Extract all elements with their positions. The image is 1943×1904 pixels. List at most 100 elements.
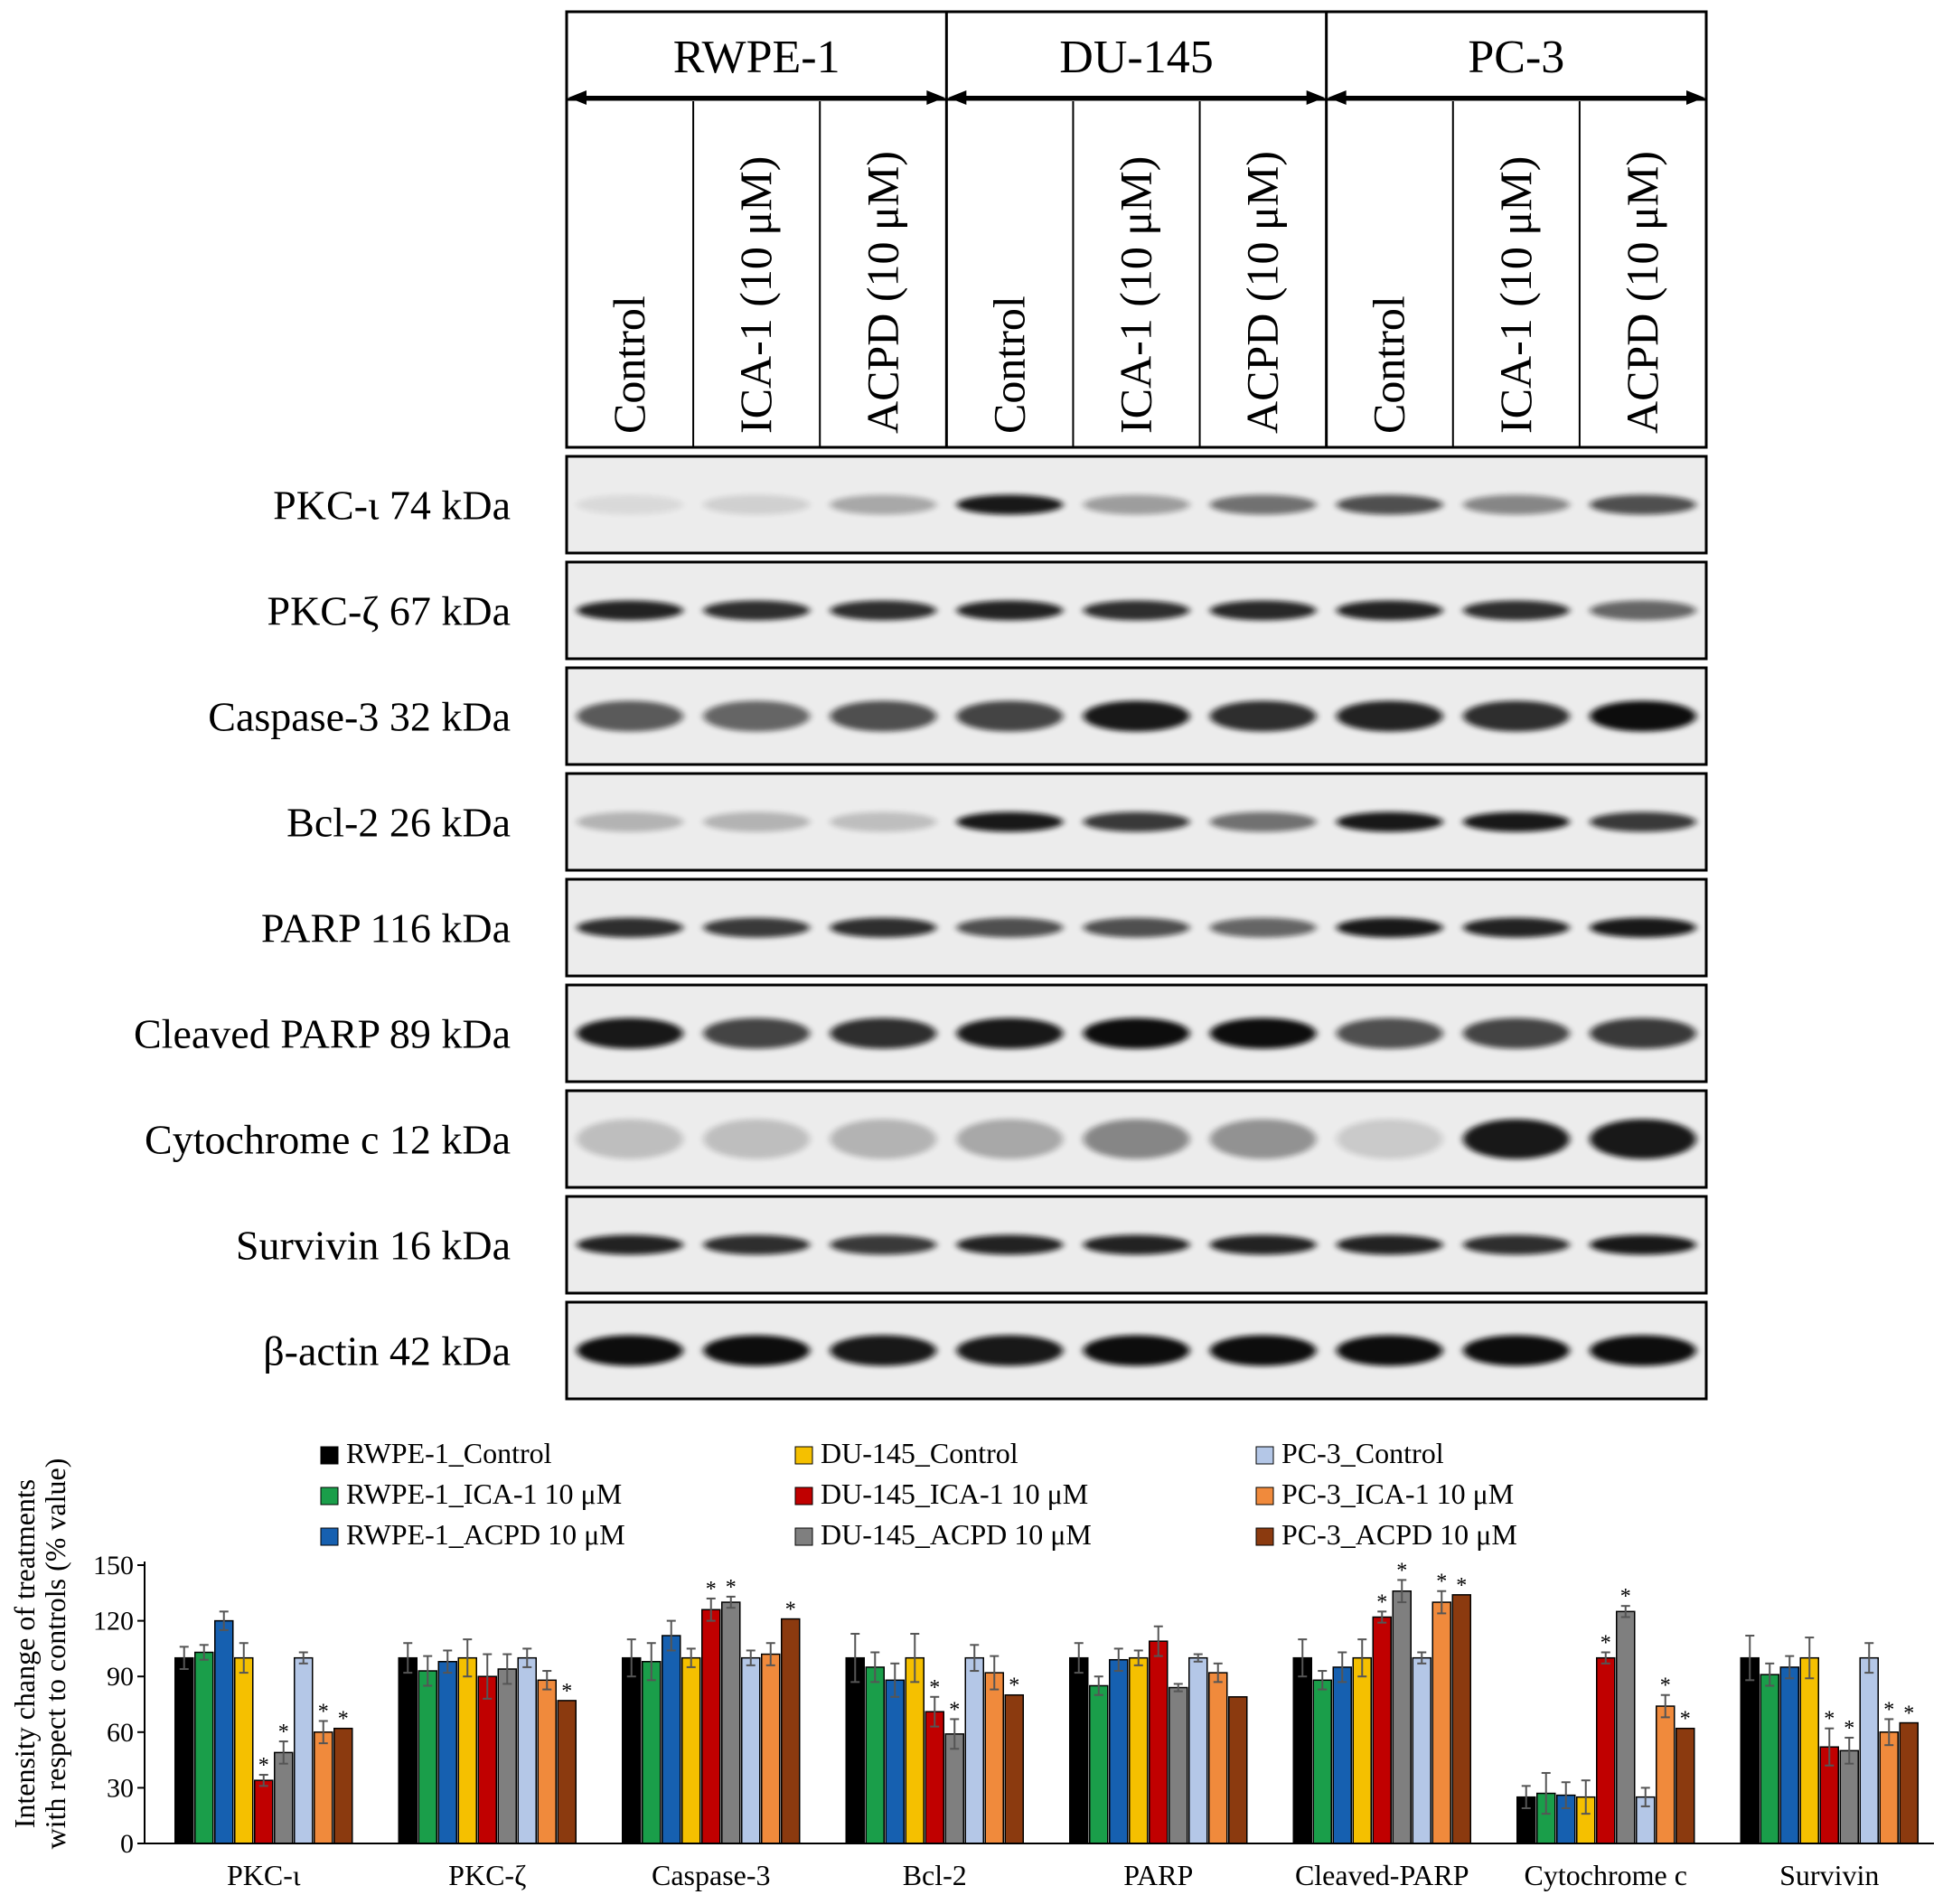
- bar: [1392, 1590, 1412, 1844]
- band: [1209, 600, 1317, 621]
- y-tick-label: 90: [107, 1662, 134, 1692]
- x-tick-label: Cleaved-PARP: [1295, 1859, 1469, 1891]
- legend-swatch: [1255, 1527, 1274, 1546]
- band: [956, 600, 1064, 621]
- bar: [1859, 1656, 1879, 1844]
- band: [956, 917, 1064, 938]
- bar: [1879, 1731, 1899, 1844]
- bar: [1451, 1594, 1471, 1844]
- bar: [1188, 1656, 1208, 1844]
- error-bar: [483, 1653, 493, 1700]
- bar-chart: RWPE-1_Control RWPE-1_ICA-1 10 μM RWPE-1_A…: [8, 1437, 1934, 1891]
- band: [956, 1018, 1064, 1049]
- band: [830, 917, 937, 938]
- treatment-label: Control: [983, 295, 1034, 434]
- error-bar: [1338, 1651, 1347, 1684]
- blot-row: Bcl-2 26 kDa: [286, 772, 1708, 872]
- significance-marker: *: [1620, 1585, 1631, 1609]
- error-bar: [1094, 1675, 1103, 1696]
- y-axis: 0 30 60 90 120 150 Intensity change of treatme…: [8, 1458, 145, 1859]
- band: [1462, 1119, 1570, 1159]
- legend-label: PC-3_ACPD 10 μM: [1281, 1518, 1517, 1551]
- error-bar: [870, 1651, 880, 1684]
- band: [1336, 1335, 1443, 1366]
- significance-marker: *: [706, 1578, 717, 1601]
- bar: [1656, 1705, 1675, 1844]
- error-bar: [626, 1638, 636, 1678]
- bar: [1779, 1666, 1799, 1844]
- legend-label: RWPE-1_ICA-1 10 μM: [346, 1477, 622, 1510]
- x-tick-label: Cytochrome c: [1525, 1859, 1687, 1891]
- bar-group: * * *: [845, 1632, 1024, 1844]
- bar: [1740, 1656, 1760, 1844]
- band: [1209, 1018, 1317, 1049]
- legend-swatch: [1255, 1446, 1274, 1465]
- band: [830, 600, 937, 621]
- band: [1590, 600, 1696, 621]
- band: [1209, 1335, 1317, 1366]
- band: [703, 1119, 811, 1159]
- band: [577, 1119, 683, 1159]
- bar: [925, 1711, 944, 1844]
- bar: [1208, 1672, 1228, 1844]
- legend-item: DU-145_Control: [794, 1437, 1018, 1469]
- band: [1083, 917, 1190, 938]
- band: [830, 1119, 937, 1159]
- band: [577, 1335, 683, 1366]
- band: [577, 700, 683, 732]
- arrow-head-left: [568, 90, 587, 105]
- bar: [398, 1656, 418, 1844]
- legend-swatch: [794, 1446, 813, 1465]
- bar: [642, 1661, 662, 1844]
- bar-group: * * * *: [1292, 1559, 1471, 1844]
- error-bar: [850, 1632, 860, 1684]
- bar: [622, 1656, 642, 1844]
- band: [1209, 1119, 1317, 1159]
- band: [1336, 494, 1443, 515]
- significance-marker: *: [949, 1698, 960, 1721]
- arrow-head-right: [926, 90, 945, 105]
- band: [1336, 1234, 1443, 1255]
- x-tick-label: Caspase-3: [652, 1859, 771, 1891]
- band: [1336, 811, 1443, 832]
- bar: [1352, 1656, 1372, 1844]
- band: [1336, 600, 1443, 621]
- bar: [1760, 1674, 1779, 1844]
- bar: [437, 1661, 457, 1844]
- error-bar: [1640, 1787, 1650, 1807]
- error-bar: [1844, 1736, 1854, 1765]
- protein-label: Cleaved PARP 89 kDa: [134, 1011, 511, 1057]
- blot-row: PARP 116 kDa: [261, 877, 1708, 978]
- significance-marker: *: [1680, 1708, 1691, 1731]
- bar: [274, 1751, 294, 1844]
- significance-marker: *: [1600, 1632, 1611, 1655]
- blot-row: Caspase-3 32 kDa: [208, 666, 1708, 766]
- bar: [1412, 1656, 1431, 1844]
- bar: [964, 1656, 984, 1844]
- error-bar: [646, 1642, 656, 1682]
- bar: [497, 1668, 517, 1844]
- band: [956, 811, 1064, 832]
- western-blot-panels: PKC-ι 74 kDa PKC-ζ 67 kDa Caspase-3 32 kDa…: [134, 455, 1708, 1401]
- bar: [1616, 1610, 1636, 1844]
- bar: [537, 1679, 557, 1844]
- error-bar: [258, 1774, 268, 1787]
- error-bar: [179, 1646, 189, 1670]
- bar: [865, 1666, 885, 1844]
- bar: [1839, 1749, 1859, 1844]
- blot-row: Cleaved PARP 89 kDa: [134, 983, 1708, 1083]
- bar: [1899, 1721, 1919, 1844]
- y-tick-label: 60: [107, 1718, 134, 1748]
- error-bar: [1561, 1781, 1571, 1809]
- bar: [557, 1700, 577, 1844]
- error-bar: [1884, 1718, 1894, 1747]
- bar: [741, 1656, 761, 1844]
- bar: [333, 1727, 353, 1844]
- bar: [1089, 1684, 1109, 1844]
- band: [1336, 917, 1443, 938]
- bar: [254, 1779, 274, 1844]
- legend-item: DU-145_ICA-1 10 μM: [794, 1477, 1088, 1510]
- band: [1590, 1234, 1696, 1255]
- bar: [681, 1656, 701, 1844]
- band: [703, 700, 811, 732]
